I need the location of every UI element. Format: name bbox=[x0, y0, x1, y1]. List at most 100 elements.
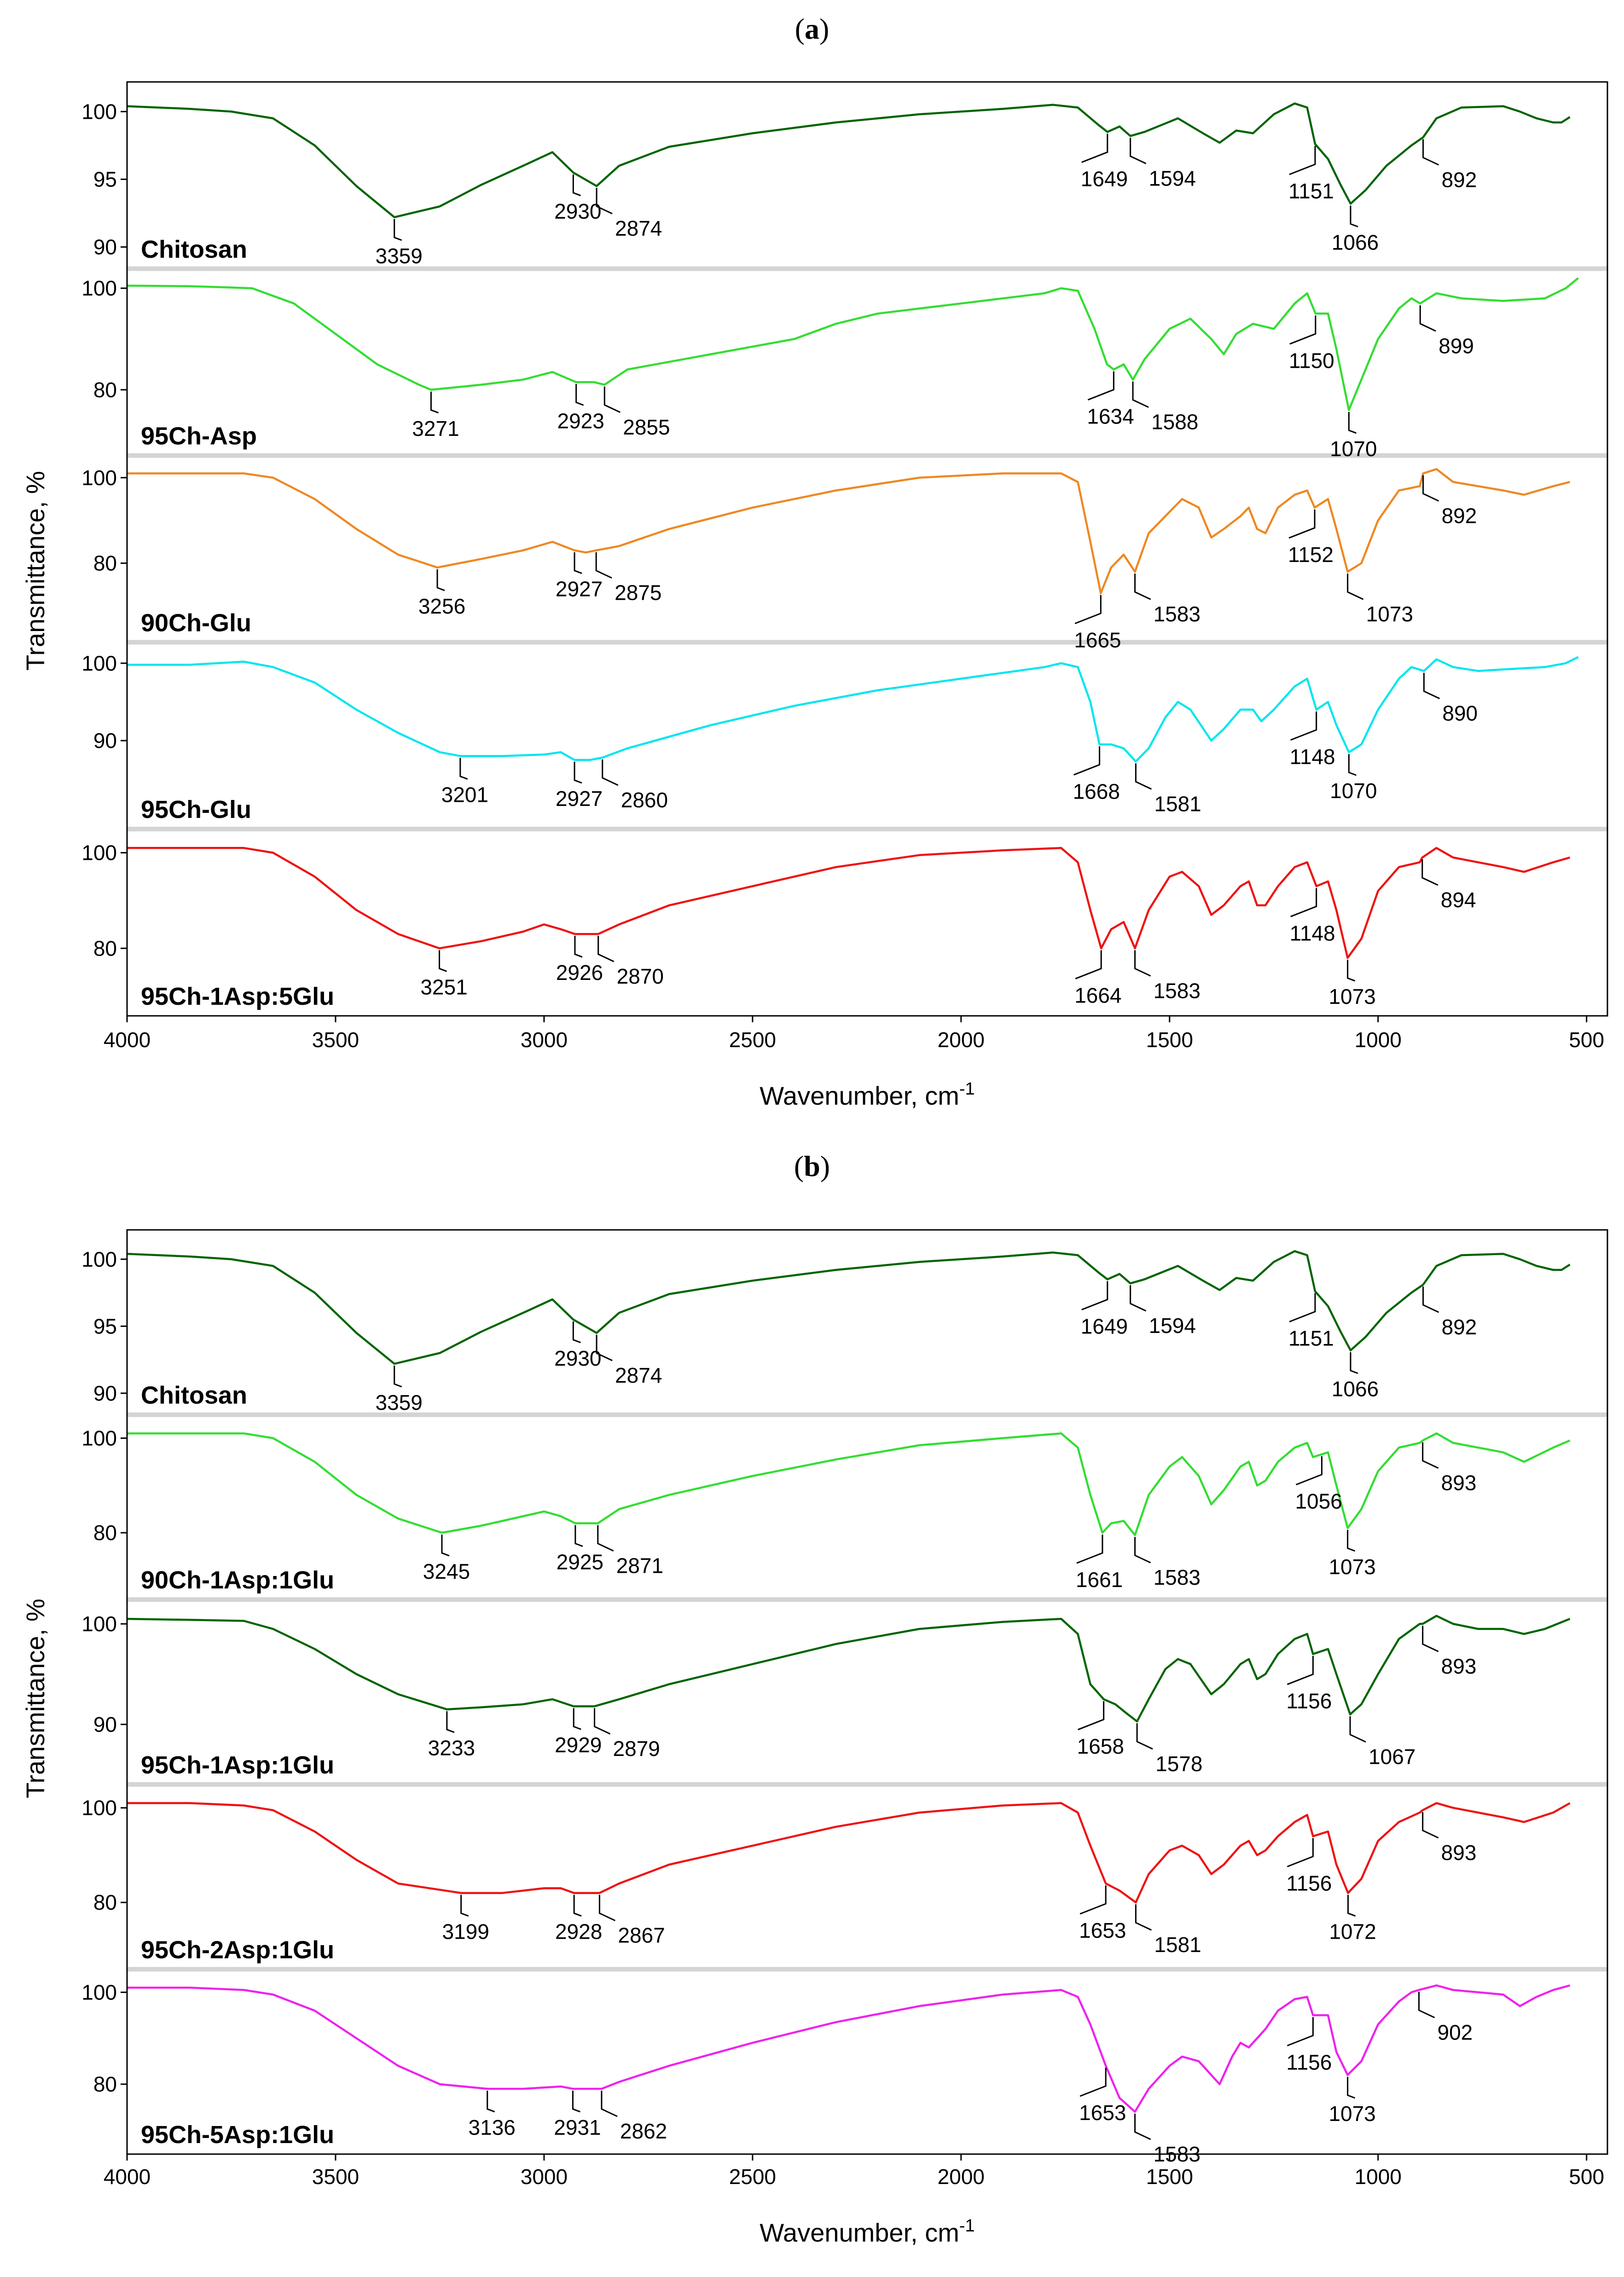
peak-leader bbox=[595, 552, 612, 579]
peak-leader bbox=[1081, 133, 1108, 163]
peak-leader bbox=[574, 762, 582, 784]
peak-label: 2860 bbox=[621, 788, 668, 812]
peak-leader bbox=[487, 2091, 495, 2113]
peak-leader bbox=[574, 552, 582, 574]
peak-label: 2927 bbox=[556, 787, 603, 811]
peak-leader bbox=[1134, 574, 1151, 600]
peak-leader bbox=[1134, 1537, 1151, 1564]
peak-leader bbox=[573, 1708, 581, 1730]
peak-label: 1594 bbox=[1149, 166, 1196, 190]
peak-label: 892 bbox=[1442, 168, 1477, 191]
peak-leader bbox=[1422, 1442, 1439, 1469]
peak-leader bbox=[1348, 411, 1357, 434]
peak-label: 1649 bbox=[1081, 1314, 1128, 1338]
spectrum-trace bbox=[127, 1802, 1571, 1904]
peak-leader bbox=[1347, 1895, 1356, 1917]
peak-leader bbox=[597, 936, 615, 962]
peak-label: 2874 bbox=[615, 216, 662, 240]
x-tick-label: 2500 bbox=[729, 1028, 776, 1052]
y-tick-label: 100 bbox=[81, 1796, 117, 1820]
y-tick-label: 100 bbox=[81, 466, 117, 490]
peak-label: 3136 bbox=[469, 2115, 516, 2139]
peak-label: 3199 bbox=[442, 1920, 489, 1944]
peak-label: 1634 bbox=[1087, 405, 1134, 429]
peak-label: 1588 bbox=[1151, 410, 1198, 434]
peak-label: 1581 bbox=[1154, 1933, 1201, 1957]
peak-leader bbox=[596, 1334, 613, 1362]
x-tick-label: 2500 bbox=[729, 2165, 776, 2189]
x-tick-label: 4000 bbox=[104, 2165, 151, 2189]
peak-leader bbox=[394, 219, 402, 241]
peak-label: 1156 bbox=[1286, 2050, 1332, 2074]
spectrum-trace bbox=[127, 1615, 1571, 1723]
spectrum-trace bbox=[127, 1432, 1571, 1536]
peak-label: 1658 bbox=[1077, 1734, 1124, 1758]
y-tick-label: 100 bbox=[81, 841, 117, 865]
peak-leader bbox=[1295, 1456, 1322, 1486]
peak-leader bbox=[1422, 139, 1439, 166]
y-axis-title: Transmittance, % bbox=[21, 1599, 50, 1798]
peak-label: 1148 bbox=[1290, 921, 1335, 945]
peak-label: 1583 bbox=[1154, 979, 1201, 1002]
peak-label: 1073 bbox=[1328, 2102, 1375, 2126]
peak-label: 2931 bbox=[554, 2115, 601, 2139]
y-tick-label: 100 bbox=[81, 1612, 117, 1636]
peak-leader bbox=[1422, 475, 1439, 502]
peak-label: 2874 bbox=[615, 1363, 662, 1387]
peak-label: 1668 bbox=[1073, 779, 1120, 803]
peak-label: 1070 bbox=[1330, 437, 1377, 461]
peak-leader bbox=[1132, 381, 1149, 408]
peak-label: 3245 bbox=[423, 1559, 470, 1583]
peak-leader bbox=[574, 936, 583, 958]
spectrum-trace bbox=[127, 468, 1571, 594]
x-tick-label: 3000 bbox=[521, 2165, 568, 2189]
y-tick-label: 100 bbox=[81, 1247, 117, 1271]
peak-leader bbox=[1134, 950, 1151, 977]
peak-leader bbox=[1287, 1838, 1314, 1867]
peak-leader bbox=[1422, 1812, 1439, 1839]
y-tick-label: 80 bbox=[93, 2072, 117, 2096]
peak-label: 1653 bbox=[1079, 2101, 1126, 2125]
peak-leader bbox=[1076, 1535, 1103, 1564]
peak-leader bbox=[446, 1711, 455, 1733]
peak-leader bbox=[1422, 1286, 1439, 1313]
peak-leader bbox=[598, 1895, 616, 1922]
peak-leader bbox=[573, 1895, 582, 1917]
peak-leader bbox=[436, 569, 445, 591]
peak-leader bbox=[1287, 2017, 1314, 2046]
peak-label: 1583 bbox=[1154, 1565, 1201, 1589]
peak-label: 3201 bbox=[441, 783, 488, 807]
peak-leader bbox=[1347, 574, 1364, 600]
sample-label: 95Ch-2Asp:1Glu bbox=[141, 1936, 334, 1964]
peak-label: 1073 bbox=[1328, 985, 1375, 1008]
peak-label: 1151 bbox=[1288, 179, 1334, 203]
y-tick-label: 80 bbox=[93, 551, 117, 575]
spectrum-trace bbox=[127, 1250, 1571, 1365]
peak-label: 890 bbox=[1442, 701, 1478, 725]
peak-leader bbox=[1288, 509, 1316, 539]
peak-label: 1649 bbox=[1081, 167, 1128, 191]
peak-label: 1152 bbox=[1288, 543, 1334, 567]
peak-label: 2862 bbox=[620, 2119, 667, 2143]
peak-leader bbox=[602, 759, 619, 786]
x-tick-label: 4000 bbox=[104, 1028, 151, 1052]
x-tick-label: 2000 bbox=[938, 2165, 985, 2189]
peak-leader bbox=[1130, 1285, 1147, 1312]
peak-label: 2930 bbox=[554, 1346, 601, 1370]
peak-label: 1067 bbox=[1369, 1745, 1415, 1769]
y-tick-label: 80 bbox=[93, 1890, 117, 1914]
peak-leader bbox=[1074, 595, 1102, 625]
peak-label: 2926 bbox=[556, 961, 603, 985]
peak-leader bbox=[394, 1365, 402, 1388]
peak-leader bbox=[597, 1525, 614, 1552]
peak-label: 1073 bbox=[1328, 1555, 1375, 1579]
peak-label: 3233 bbox=[428, 1736, 475, 1760]
peak-leader bbox=[1350, 1352, 1358, 1374]
peak-leader bbox=[1087, 371, 1114, 401]
peak-leader bbox=[1079, 1885, 1107, 1915]
panel-label: (a) bbox=[795, 12, 829, 45]
peak-label: 1150 bbox=[1289, 348, 1334, 372]
peak-leader bbox=[574, 1525, 583, 1547]
peak-label: 894 bbox=[1441, 888, 1476, 912]
